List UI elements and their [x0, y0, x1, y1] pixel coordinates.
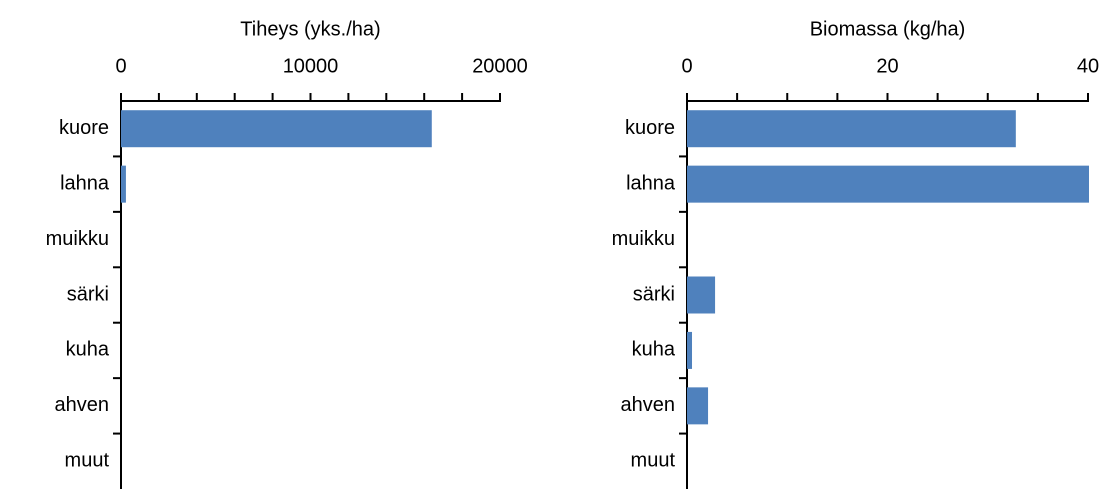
x-tick-label: 10000: [283, 55, 339, 77]
y-tick-label: muut: [65, 450, 110, 472]
bar: [687, 276, 716, 314]
x-tick-label: 0: [681, 55, 692, 77]
bar: [687, 331, 693, 369]
y-tick-label: kuha: [66, 339, 110, 361]
y-tick-label: ahven: [621, 394, 676, 416]
bar: [687, 110, 1016, 148]
y-tick-label: muut: [631, 450, 676, 472]
bar: [121, 110, 432, 148]
y-tick-label: särki: [633, 283, 675, 305]
y-tick-label: muikku: [612, 228, 675, 250]
bar: [687, 387, 709, 425]
y-tick-label: muikku: [46, 228, 109, 250]
y-tick-label: kuha: [632, 339, 676, 361]
x-tick-label: 20: [876, 55, 898, 77]
bar: [121, 165, 126, 203]
x-tick-label: 40: [1077, 55, 1099, 77]
y-tick-label: ahven: [55, 394, 110, 416]
x-axis-title: Biomassa (kg/ha): [810, 18, 966, 40]
x-tick-label: 20000: [472, 55, 528, 77]
x-axis-title: Tiheys (yks./ha): [240, 18, 380, 40]
y-tick-label: lahna: [626, 172, 676, 194]
y-tick-label: lahna: [60, 172, 110, 194]
x-tick-label: 0: [115, 55, 126, 77]
y-tick-label: kuore: [625, 117, 675, 139]
bar: [687, 165, 1090, 203]
y-tick-label: kuore: [59, 117, 109, 139]
y-tick-label: särki: [67, 283, 109, 305]
